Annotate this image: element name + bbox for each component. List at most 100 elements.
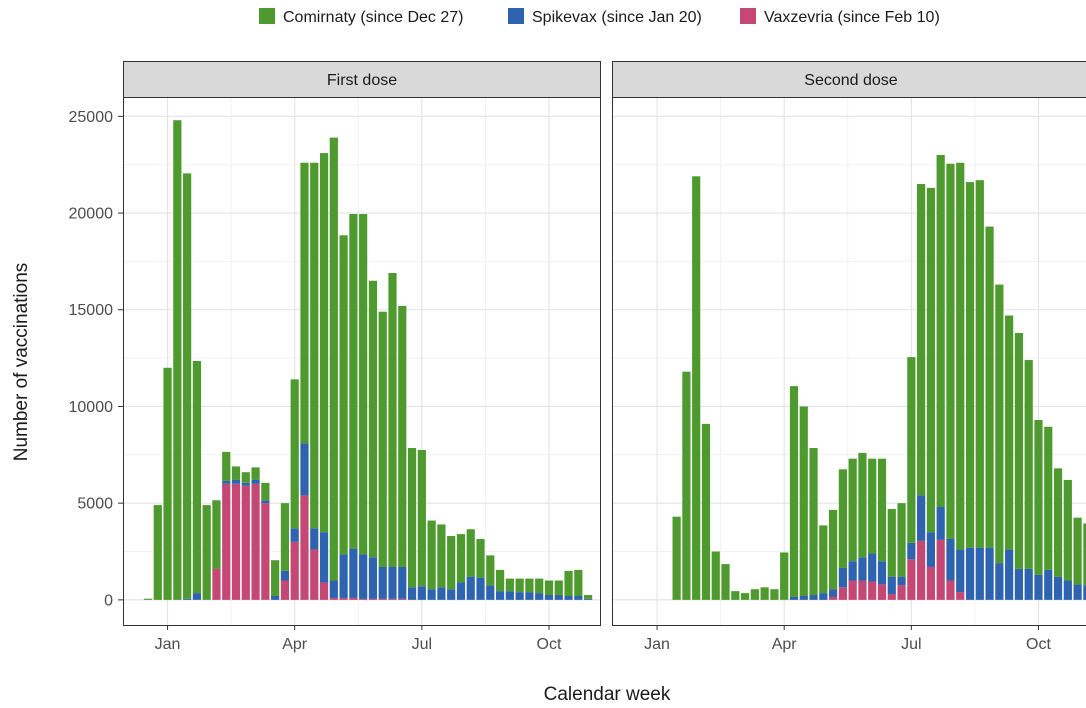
bar-comirnaty	[711, 551, 720, 600]
bar-comirnaty	[1063, 479, 1072, 581]
bar-comirnaty	[143, 598, 153, 600]
bar-spikevax	[417, 586, 426, 600]
bar-comirnaty	[672, 516, 681, 600]
bar-spikevax	[995, 563, 1004, 600]
legend-label-vaxzevria: Vaxzevria (since Feb 10)	[764, 9, 940, 26]
bar-comirnaty	[378, 311, 387, 567]
bar-spikevax	[1034, 574, 1043, 600]
bar-vaxzevria	[368, 598, 378, 600]
bar-comirnaty	[427, 520, 436, 590]
bar-comirnaty	[339, 235, 348, 555]
bar-comirnaty	[1034, 419, 1043, 575]
bar-comirnaty	[838, 469, 847, 568]
bar-comirnaty	[1024, 360, 1033, 569]
bar-comirnaty	[1053, 468, 1063, 577]
bar-spikevax	[858, 557, 867, 581]
x-tick-label: Jul	[901, 636, 921, 653]
bar-comirnaty	[535, 578, 544, 594]
bar-comirnaty	[564, 570, 573, 596]
bar-vaxzevria	[339, 597, 348, 600]
bar-spikevax	[300, 443, 309, 496]
bar-spikevax	[192, 593, 201, 600]
bar-comirnaty	[183, 173, 192, 599]
bar-vaxzevria	[378, 598, 387, 600]
bar-spikevax	[388, 566, 397, 599]
bar-comirnaty	[887, 508, 896, 577]
bar-vaxzevria	[858, 580, 867, 600]
bar-spikevax	[349, 548, 358, 598]
bar-spikevax	[1024, 568, 1033, 600]
panel-second-dose: Second dose Jan Apr Jul Oct	[612, 61, 1086, 653]
bar-spikevax	[505, 591, 514, 600]
bar-vaxzevria	[848, 580, 857, 600]
x-axis-first-dose: Jan Apr Jul Oct	[155, 625, 562, 653]
bar-spikevax	[877, 561, 887, 585]
bar-comirnaty	[897, 503, 906, 577]
bar-comirnaty	[202, 505, 211, 600]
bar-comirnaty	[447, 536, 456, 590]
bar-spikevax	[946, 538, 955, 581]
bar-comirnaty	[368, 280, 378, 558]
bar-spikevax	[515, 592, 524, 600]
legend-key-comirnaty	[259, 8, 275, 24]
x-tick-label: Jan	[644, 636, 670, 653]
bar-comirnaty	[926, 187, 935, 533]
bar-spikevax	[1014, 568, 1024, 600]
panel-border-first-dose	[123, 97, 601, 626]
bar-comirnaty	[437, 524, 446, 588]
panel-strip-first-dose	[123, 61, 601, 98]
bar-vaxzevria	[926, 566, 935, 600]
bar-spikevax	[280, 570, 290, 581]
legend-key-spikevax	[508, 8, 524, 24]
bar-comirnaty	[985, 226, 994, 548]
bar-vaxzevria	[936, 539, 945, 600]
bar-spikevax	[339, 554, 348, 598]
bar-comirnaty	[486, 555, 495, 586]
legend-label-comirnaty: Comirnaty (since Dec 27)	[283, 9, 464, 26]
y-axis-title: Number of vaccinations	[11, 263, 32, 462]
bar-spikevax	[897, 576, 906, 586]
panel-title-second-dose: Second dose	[804, 72, 898, 89]
bar-spikevax	[466, 576, 475, 600]
bar-spikevax	[378, 566, 387, 599]
bar-comirnaty	[750, 589, 759, 600]
bar-spikevax	[535, 593, 544, 600]
bar-comirnaty	[388, 273, 397, 567]
bar-spikevax	[848, 561, 857, 581]
bar-vaxzevria	[251, 483, 260, 600]
bar-comirnaty	[946, 163, 955, 539]
bar-comirnaty	[799, 406, 808, 596]
bar-comirnaty	[995, 284, 1004, 564]
y-tick-label: 25000	[69, 109, 114, 126]
bar-comirnaty	[495, 569, 505, 592]
bar-comirnaty	[505, 578, 514, 592]
bar-comirnaty	[819, 525, 828, 594]
bar-spikevax	[437, 587, 446, 600]
y-tick-label: 15000	[69, 302, 114, 319]
bar-vaxzevria	[388, 598, 397, 600]
bar-comirnaty	[173, 120, 182, 600]
bar-vaxzevria	[349, 597, 358, 600]
panel-strip-second-dose	[612, 61, 1086, 98]
bar-spikevax	[554, 595, 563, 600]
bar-comirnaty	[290, 379, 299, 529]
bar-spikevax	[917, 495, 926, 541]
bar-comirnaty	[231, 466, 241, 480]
bar-comirnaty	[848, 458, 857, 562]
bar-comirnaty	[407, 448, 417, 588]
bar-comirnaty	[760, 587, 769, 600]
bar-comirnaty	[212, 500, 221, 569]
bar-comirnaty	[261, 482, 270, 501]
bar-comirnaty	[809, 448, 818, 596]
bar-vaxzevria	[241, 485, 250, 600]
bar-vaxzevria	[838, 587, 847, 600]
bar-comirnaty	[280, 503, 290, 571]
bar-spikevax	[476, 577, 485, 600]
bar-spikevax	[231, 479, 241, 484]
bar-comirnaty	[584, 595, 593, 599]
bar-spikevax	[241, 482, 250, 486]
x-tick-label: Apr	[282, 636, 308, 653]
bar-spikevax	[183, 598, 192, 600]
bar-comirnaty	[829, 509, 838, 590]
